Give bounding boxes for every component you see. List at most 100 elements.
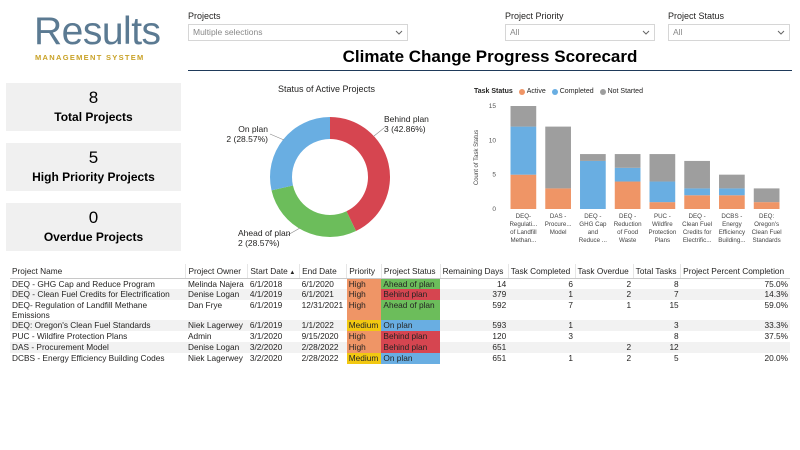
bar-segment-not-started[interactable] <box>719 174 745 189</box>
bar-segment-completed[interactable] <box>684 188 710 196</box>
projects-filter-value: Multiple selections <box>193 27 263 37</box>
table-row[interactable]: DEQ- Regulation of Landfill Methane Emis… <box>10 300 790 320</box>
table-cell: Behind plan <box>381 331 441 342</box>
kpi-value: 8 <box>88 88 99 107</box>
column-header[interactable]: Remaining Days <box>439 264 509 279</box>
status-filter-label: Project Status <box>668 11 725 21</box>
table-cell: 6 <box>568 278 574 289</box>
legend-active-label: Active <box>526 88 546 95</box>
column-header[interactable]: Task Completed <box>507 264 576 279</box>
status-filter-dropdown[interactable]: All <box>668 24 790 41</box>
bar-segment-active[interactable] <box>753 202 780 209</box>
bar-segment-completed[interactable] <box>614 167 641 182</box>
table-cell: 37.5% <box>764 331 788 341</box>
bar-segment-active[interactable] <box>684 195 710 209</box>
projects-filter-dropdown[interactable]: Multiple selections <box>188 24 408 41</box>
legend-active-swatch <box>518 88 525 95</box>
bar-segment-completed[interactable] <box>649 181 676 203</box>
bar-segment-completed[interactable] <box>510 126 537 175</box>
x-category-label: DEQ - GHG Cap and Reduce ... <box>578 213 607 244</box>
task-status-bar-chart: Task Status Active Completed Not Started… <box>472 84 792 264</box>
bar-segment-not-started[interactable] <box>753 188 780 203</box>
table-cell: Niek Lagerwey <box>187 353 243 363</box>
table-cell: DEQ - GHG Cap and Reduce Program <box>12 278 155 289</box>
table-cell: Behind plan <box>381 289 441 300</box>
table-row[interactable]: DEQ - Clean Fuel Credits for Electrifica… <box>10 289 790 300</box>
table-cell: 7 <box>633 289 681 300</box>
bar-segment-completed[interactable] <box>719 188 745 196</box>
table-cell: 2 <box>626 278 632 289</box>
legend-not-started-swatch <box>599 88 606 95</box>
bar-segment-not-started[interactable] <box>649 154 676 182</box>
table-cell: 6/1/2019 <box>249 300 283 310</box>
kpi-total-projects[interactable]: 8 Total Projects <box>6 83 181 131</box>
donut-label-behind: Behind plan 3 (42.86%) <box>384 114 429 134</box>
donut-svg <box>269 117 391 237</box>
table-cell: 120 <box>492 331 507 341</box>
bar-segment-not-started[interactable] <box>580 154 606 161</box>
donut-label-behind-name: Behind plan <box>384 114 429 124</box>
table-cell: 33.3% <box>680 320 790 331</box>
y-tick-label: 10 <box>489 137 497 144</box>
table-cell: 6/1/2020 <box>301 278 334 289</box>
bar-segment-active[interactable] <box>545 188 571 209</box>
bar-segment-not-started[interactable] <box>510 106 537 127</box>
priority-filter: Project Priority All <box>505 10 655 41</box>
table-row[interactable]: PUC - Wildfire Protection Plans Admin 3/1/… <box>10 331 790 342</box>
kpi-high-priority-projects[interactable]: 5 High Priority Projects <box>6 143 181 191</box>
bar-segment-not-started[interactable] <box>545 126 571 189</box>
column-header[interactable]: Task Overdue <box>574 264 634 279</box>
bar-svg: Count of Task Status 0 5 10 15 <box>474 103 780 213</box>
table-cell: 7 <box>568 300 574 310</box>
column-header[interactable]: Project Percent Completion <box>680 264 790 279</box>
table-row[interactable]: DAS - Procurement Model Denise Logan 3/2/2… <box>10 342 790 353</box>
table-cell: Admin <box>187 331 212 341</box>
donut-chart-title: Status of Active Projects <box>278 84 376 94</box>
column-header[interactable]: Project Status <box>380 264 441 279</box>
table-cell: Denise Logan <box>185 342 248 353</box>
table-row[interactable]: DCBS - Energy Efficiency Building Codes N… <box>10 353 790 364</box>
column-header[interactable]: Project Owner <box>185 264 248 279</box>
kpi-label: Overdue Projects <box>43 230 144 244</box>
x-category-label: DEQ - Clean Fuel Credits for Electrific.… <box>682 213 713 244</box>
chevron-down-icon <box>395 30 403 35</box>
bar-segment-active[interactable] <box>614 181 641 209</box>
table-cell: 1 <box>508 289 576 300</box>
table-cell <box>508 342 576 353</box>
bar-segment-not-started[interactable] <box>614 154 641 168</box>
donut-label-on-value: 2 (28.57%) <box>226 134 268 144</box>
table-cell: 3/1/2020 <box>249 331 283 341</box>
column-header[interactable]: Priority <box>346 264 382 279</box>
table-cell <box>680 342 790 353</box>
legend-completed-swatch <box>551 88 558 95</box>
table-header-row: Project Name Project Owner Start Date ▲ End… <box>10 264 790 279</box>
column-header[interactable]: Start Date ▲ <box>247 264 300 279</box>
donut-label-ahead: Ahead of plan 2 (28.57%) <box>238 228 290 248</box>
priority-filter-dropdown[interactable]: All <box>505 24 655 41</box>
table-row[interactable]: DEQ: Oregon's Clean Fuel Standards Niek L… <box>10 320 790 331</box>
y-tick-label: 5 <box>492 172 496 179</box>
table-cell: 593 <box>440 320 509 331</box>
status-filter: Project Status All <box>668 10 790 41</box>
bar-segment-completed[interactable] <box>580 160 606 209</box>
x-category-label: DEQ - Reduction of Food Waste <box>613 213 642 244</box>
bar-segment-active[interactable] <box>649 202 676 209</box>
table-cell: DEQ: Oregon's Clean Fuel Standards <box>10 320 186 331</box>
bar-segment-active[interactable] <box>719 195 745 209</box>
table-cell: 12 <box>633 342 681 353</box>
table-cell: 8 <box>674 331 679 341</box>
table-cell: 14.3% <box>680 289 790 300</box>
bar-segment-not-started[interactable] <box>684 160 710 189</box>
table-cell: Melinda Najera <box>187 278 244 289</box>
donut-slice-on[interactable] <box>270 117 330 191</box>
bar-segment-active[interactable] <box>510 174 537 209</box>
table-cell: 651 <box>492 353 507 363</box>
donut-slice-behind[interactable] <box>330 117 391 232</box>
column-header[interactable]: End Date <box>299 264 347 279</box>
column-header[interactable]: Total Tasks <box>632 264 681 279</box>
column-header[interactable]: Project Name <box>10 264 186 279</box>
donut-slice-ahead[interactable] <box>271 185 357 237</box>
kpi-overdue-projects[interactable]: 0 Overdue Projects <box>6 203 181 251</box>
table-cell: 1 <box>568 353 574 363</box>
table-row[interactable]: DEQ - GHG Cap and Reduce Program Melinda … <box>10 278 790 289</box>
